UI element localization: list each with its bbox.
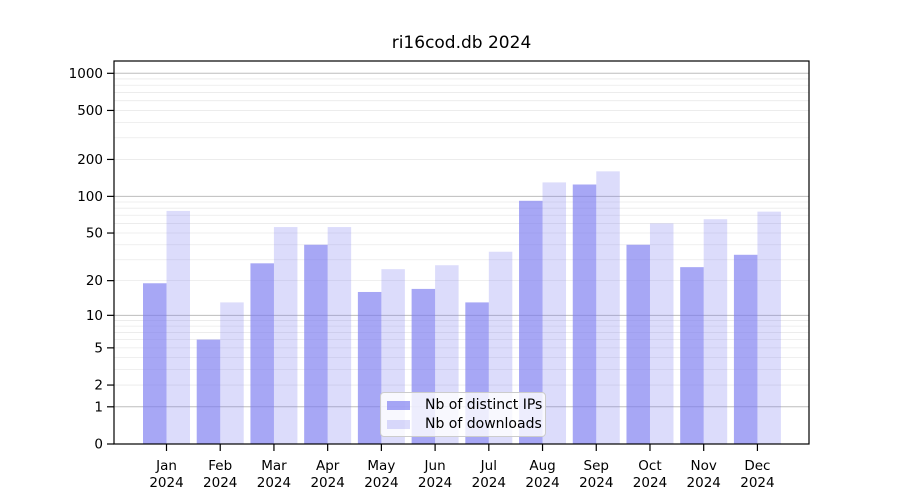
bar-downloads-nov [703, 219, 728, 444]
chart-title: ri16cod.db 2024 [391, 33, 532, 53]
x-tick-label-month: Apr [316, 458, 340, 474]
x-tick-label-month: Sep [584, 458, 609, 474]
bar-downloads-apr [327, 227, 352, 444]
x-tick-label-month: Aug [529, 458, 555, 474]
bar-ips-jan [143, 283, 167, 444]
x-tick-label-month: Nov [691, 458, 717, 474]
bar-ips-sep [572, 184, 597, 444]
x-tick-label-year: 2024 [203, 475, 237, 491]
bar-downloads-feb [220, 302, 244, 444]
legend-item-distinct-ips: Nb of distinct IPs [381, 396, 545, 415]
y-tick-label: 20 [86, 273, 103, 289]
bar-ips-apr [304, 244, 328, 444]
bar-downloads-sep [596, 171, 620, 444]
x-tick-label-month: Jun [424, 458, 446, 474]
x-tick-label-month: Jul [480, 458, 497, 474]
x-tick-label-year: 2024 [633, 475, 667, 491]
x-tick-label-month: Jan [155, 458, 177, 474]
bar-ips-dec [733, 254, 758, 444]
x-tick-label-month: May [367, 458, 395, 474]
y-tick-label: 1 [94, 399, 103, 415]
y-tick-label: 0 [94, 437, 103, 453]
y-tick-label: 1000 [69, 66, 103, 82]
x-tick-label-year: 2024 [149, 475, 183, 491]
x-tick-label-year: 2024 [364, 475, 398, 491]
x-tick-label-year: 2024 [257, 475, 291, 491]
bar-ips-aug [519, 200, 543, 444]
y-tick-label: 10 [86, 308, 103, 324]
bar-ips-mar [250, 263, 274, 444]
x-tick-label-year: 2024 [310, 475, 344, 491]
legend-label-distinct-ips: Nb of distinct IPs [425, 397, 543, 413]
x-tick-label-year: 2024 [418, 475, 452, 491]
x-tick-label-month: Dec [744, 458, 770, 474]
plot-border [113, 60, 810, 445]
bar-ips-may [357, 291, 382, 444]
x-tick-label-year: 2024 [687, 475, 721, 491]
legend: Nb of distinct IPs Nb of downloads [380, 392, 546, 437]
y-tick-label: 2 [94, 378, 103, 394]
bar-ips-feb [196, 339, 221, 444]
legend-item-downloads: Nb of downloads [381, 415, 545, 434]
legend-label-downloads: Nb of downloads [425, 416, 542, 432]
y-tick-label: 50 [86, 226, 103, 242]
bar-downloads-dec [757, 211, 781, 444]
bar-ips-nov [680, 267, 704, 444]
legend-swatch-downloads [387, 419, 410, 429]
x-tick-label-month: Oct [638, 458, 661, 474]
x-tick-label-year: 2024 [525, 475, 559, 491]
x-tick-label-year: 2024 [740, 475, 774, 491]
bar-downloads-oct [649, 223, 674, 444]
x-tick-label-year: 2024 [472, 475, 506, 491]
legend-swatch-distinct-ips [387, 400, 410, 410]
bar-downloads-mar [273, 227, 298, 444]
x-tick-label-year: 2024 [579, 475, 613, 491]
x-tick-label-month: Feb [208, 458, 232, 474]
y-tick-label: 500 [77, 103, 103, 119]
bar-ips-oct [626, 244, 650, 444]
y-tick-label: 100 [77, 189, 103, 205]
bar-downloads-aug [542, 182, 567, 444]
bar-downloads-jan [166, 210, 190, 444]
x-tick-label-month: Mar [261, 458, 287, 474]
y-tick-label: 200 [77, 152, 103, 168]
y-tick-label: 5 [94, 340, 103, 356]
